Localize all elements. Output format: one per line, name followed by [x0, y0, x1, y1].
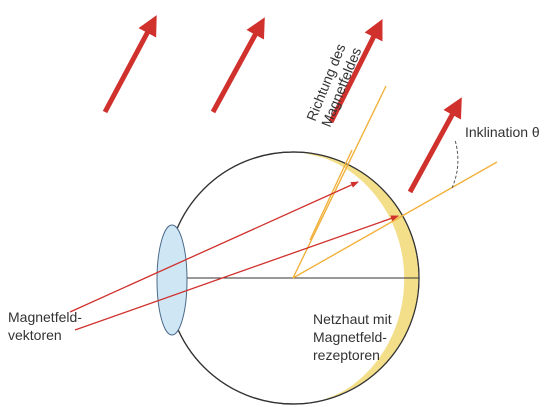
field-arrow — [105, 24, 152, 112]
field-direction-label: Richtung des Magnetfeldes — [303, 39, 364, 129]
vectors-label: vektoren — [8, 327, 62, 343]
field-arrow — [213, 26, 260, 112]
retina-label: Magnetfeld- — [313, 329, 387, 345]
field-arrow — [410, 106, 457, 192]
diagram: Richtung des Magnetfeldes Inklination θ … — [0, 0, 552, 407]
vectors-label: Magnetfeld- — [8, 309, 82, 325]
lens — [157, 225, 187, 335]
retina-label: Netzhaut mit — [313, 311, 392, 327]
retina-label: rezeptoren — [313, 347, 380, 363]
inclination-label: Inklination θ — [465, 124, 540, 140]
inclination-arc — [452, 140, 458, 188]
